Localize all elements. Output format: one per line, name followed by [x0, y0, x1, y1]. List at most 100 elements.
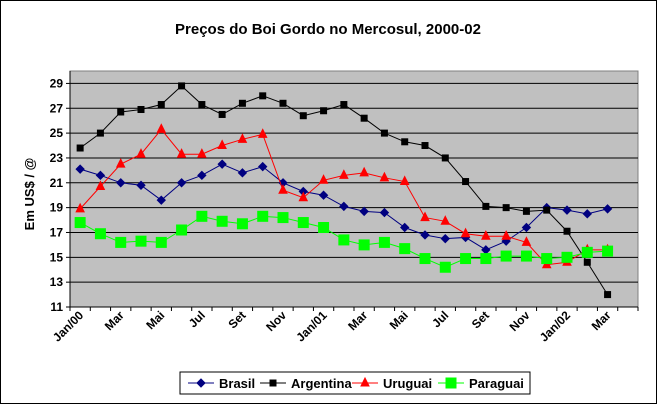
data-point-argentina: [421, 142, 429, 150]
data-point-paraguai: [236, 218, 248, 230]
x-tick-label: Mar: [102, 308, 127, 333]
data-point-argentina: [299, 112, 307, 120]
x-tick-label: Jul: [186, 308, 208, 330]
legend-label-paraguai: Paraguai: [469, 376, 524, 391]
data-point-argentina: [320, 107, 328, 115]
data-point-argentina: [279, 99, 287, 107]
data-point-uruguai: [136, 148, 146, 158]
x-tick-label: Jan/01: [293, 308, 330, 345]
y-tick-label: 17: [50, 225, 64, 239]
data-point-argentina: [340, 101, 348, 109]
data-point-paraguai: [520, 250, 532, 262]
data-point-argentina: [563, 227, 571, 235]
data-point-uruguai: [420, 211, 430, 222]
data-point-argentina: [360, 114, 368, 122]
data-point-paraguai: [581, 246, 593, 258]
data-point-brasil: [318, 190, 329, 200]
data-point-argentina: [178, 82, 186, 90]
data-point-brasil: [136, 180, 146, 190]
data-point-paraguai: [439, 261, 451, 273]
y-tick-label: 23: [50, 151, 64, 165]
legend-label-uruguai: Uruguai: [383, 376, 432, 391]
data-point-paraguai: [602, 245, 614, 257]
data-point-argentina: [76, 144, 84, 152]
data-point-argentina: [117, 108, 125, 116]
data-point-uruguai: [379, 171, 390, 182]
series-argentina: [76, 82, 612, 299]
data-point-paraguai: [257, 210, 269, 222]
data-point-uruguai: [95, 180, 106, 191]
data-point-argentina: [238, 99, 246, 107]
y-tick-label: 21: [50, 176, 64, 190]
y-tick-label: 27: [50, 101, 64, 115]
data-point-brasil: [521, 222, 532, 233]
y-axis-label: Em US$ / @: [22, 158, 37, 231]
data-point-uruguai: [197, 148, 207, 158]
data-point-uruguai: [339, 169, 349, 179]
legend-label-brasil: Brasil: [219, 376, 255, 391]
data-point-paraguai: [500, 250, 512, 262]
data-point-uruguai: [501, 230, 511, 240]
y-tick-label: 15: [50, 250, 64, 264]
x-tick-label: Mar: [589, 308, 614, 333]
data-point-brasil: [562, 205, 572, 215]
data-point-argentina: [380, 129, 388, 137]
x-tick-label: Mar: [345, 308, 370, 333]
data-point-uruguai: [460, 227, 471, 238]
legend-marker-brasil: [196, 378, 206, 388]
data-point-argentina: [543, 206, 551, 214]
data-point-brasil: [400, 222, 410, 233]
data-point-brasil: [197, 170, 207, 181]
data-point-argentina: [218, 110, 226, 118]
x-tick-label: Mai: [143, 308, 167, 332]
data-point-argentina: [401, 138, 409, 146]
data-point-brasil: [237, 168, 248, 178]
x-tick-label: Set: [225, 308, 248, 331]
data-point-uruguai: [298, 191, 309, 202]
data-point-brasil: [379, 207, 390, 218]
data-point-brasil: [156, 195, 166, 205]
data-point-argentina: [482, 202, 490, 210]
data-point-uruguai: [156, 123, 167, 133]
chart-title: Preços do Boi Gordo no Mercosul, 2000-02: [175, 21, 481, 38]
data-point-paraguai: [480, 253, 492, 265]
data-point-paraguai: [358, 239, 370, 251]
data-point-paraguai: [176, 224, 188, 236]
data-point-brasil: [339, 201, 349, 212]
data-point-uruguai: [217, 139, 227, 150]
data-point-brasil: [582, 209, 592, 219]
data-point-argentina: [583, 258, 591, 266]
data-point-argentina: [502, 204, 510, 212]
data-point-uruguai: [399, 175, 410, 186]
data-point-argentina: [157, 101, 165, 109]
data-point-paraguai: [216, 215, 228, 227]
data-point-paraguai: [399, 243, 411, 255]
data-point-brasil: [258, 161, 268, 172]
data-point-uruguai: [521, 236, 532, 246]
data-point-uruguai: [278, 184, 288, 194]
x-tick-label: Nov: [507, 308, 533, 334]
data-point-brasil: [116, 178, 126, 188]
y-tick-label: 19: [50, 201, 64, 215]
data-point-paraguai: [297, 217, 309, 229]
y-tick-label: 13: [50, 275, 64, 289]
data-point-paraguai: [277, 212, 289, 224]
data-point-brasil: [420, 230, 430, 240]
data-point-brasil: [95, 170, 106, 181]
data-point-uruguai: [481, 230, 491, 240]
y-tick-label: 29: [50, 76, 64, 90]
data-point-paraguai: [196, 210, 208, 222]
data-point-argentina: [259, 92, 267, 100]
data-point-argentina: [441, 154, 449, 162]
series-paraguai: [74, 210, 614, 273]
data-point-paraguai: [378, 236, 390, 248]
data-point-uruguai: [359, 166, 369, 177]
data-point-brasil: [75, 164, 85, 174]
data-point-brasil: [359, 206, 369, 217]
data-point-uruguai: [115, 158, 126, 168]
data-point-brasil: [176, 178, 187, 188]
data-point-paraguai: [74, 217, 86, 229]
data-point-uruguai: [318, 174, 329, 184]
x-tick-label: Jul: [429, 308, 451, 330]
